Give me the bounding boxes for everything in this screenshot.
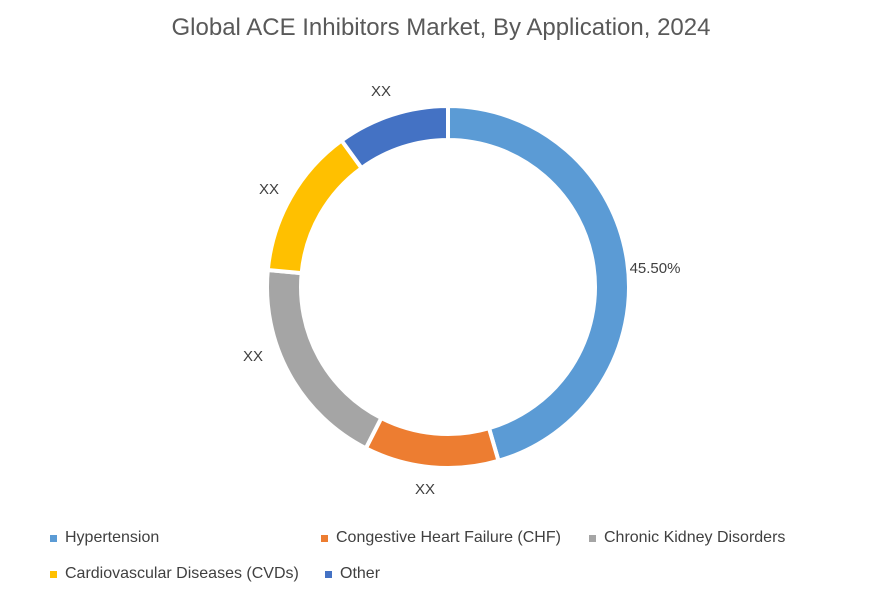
legend-item-chf[interactable]: Congestive Heart Failure (CHF) [321, 529, 561, 547]
legend-item-ckd[interactable]: Chronic Kidney Disorders [589, 529, 785, 547]
legend-label: Congestive Heart Failure (CHF) [336, 529, 561, 546]
legend-swatch [321, 534, 328, 542]
donut-slice-congestive-heart-failure-chf[interactable] [363, 415, 501, 470]
data-label: XX [259, 181, 279, 198]
donut-slice-other[interactable] [338, 103, 450, 171]
data-label: XX [243, 348, 263, 365]
chart-title: Global ACE Inhibitors Market, By Applica… [171, 14, 711, 41]
legend-swatch [50, 534, 57, 542]
legend-item-cvd[interactable]: Cardiovascular Diseases (CVDs) [50, 565, 299, 583]
legend-label: Other [340, 565, 381, 582]
donut-slice-chronic-kidney-disorders[interactable] [265, 267, 384, 451]
donut-slice-hypertension[interactable] [446, 103, 631, 464]
legend-item-hypertension[interactable]: Hypertension [50, 529, 159, 547]
data-label: XX [371, 83, 391, 100]
data-label: XX [415, 481, 435, 498]
legend-label: Cardiovascular Diseases (CVDs) [65, 565, 299, 582]
donut-chart: 45.50% XX XX XX XX [243, 83, 681, 498]
legend-swatch [50, 570, 57, 578]
legend-label: Hypertension [65, 529, 160, 546]
data-label: 45.50% [630, 260, 681, 277]
legend-item-other[interactable]: Other [325, 565, 380, 583]
legend-swatch [325, 570, 332, 578]
legend-label: Chronic Kidney Disorders [604, 529, 786, 546]
donut-slice-cardiovascular-diseases-cvds[interactable] [265, 137, 365, 276]
legend-swatch [589, 534, 596, 542]
